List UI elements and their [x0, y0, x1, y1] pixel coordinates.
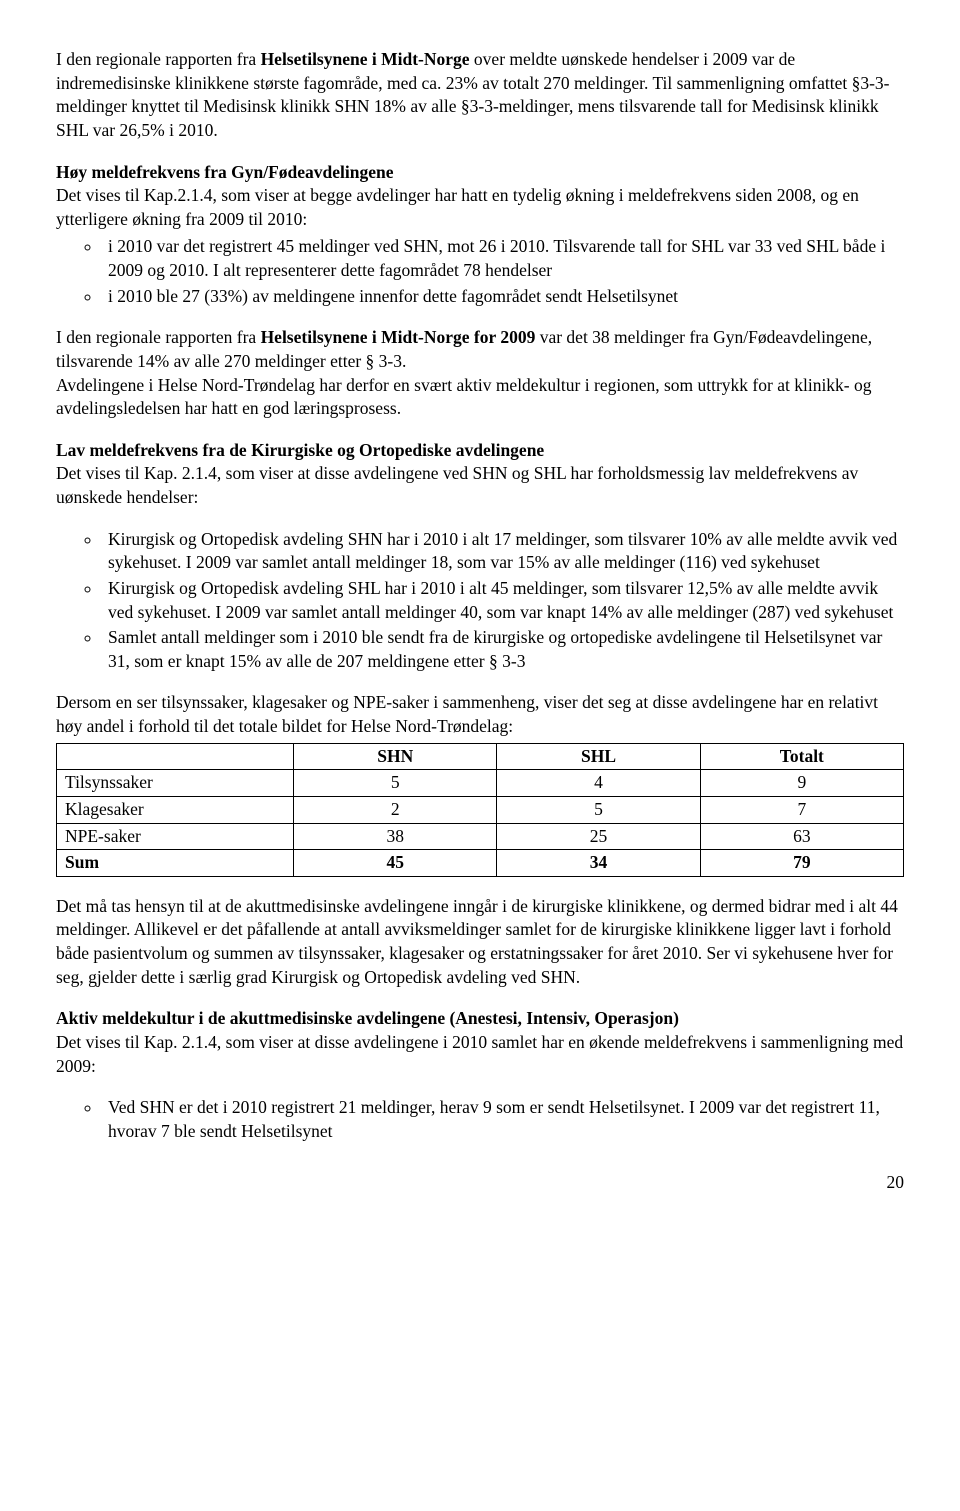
- table-cell: 45: [294, 850, 497, 877]
- intro-paragraph: I den regionale rapporten fra Helsetilsy…: [56, 48, 904, 143]
- discussion-paragraph: Det må tas hensyn til at de akuttmedisin…: [56, 895, 904, 990]
- table-cell: 5: [497, 796, 700, 823]
- table-cell: 2: [294, 796, 497, 823]
- list-item: Kirurgisk og Ortopedisk avdeling SHN har…: [102, 528, 904, 575]
- text-bold: Helsetilsynene i Midt-Norge: [261, 49, 470, 69]
- text-bold: Helsetilsynene i Midt-Norge for 2009: [261, 327, 536, 347]
- text: I den regionale rapporten fra: [56, 49, 261, 69]
- section-title-anestesi: Aktiv meldekultur i de akuttmedisinske a…: [56, 1007, 904, 1031]
- section-intro: Det vises til Kap. 2.1.4, som viser at d…: [56, 462, 904, 509]
- bullet-list-gyn: i 2010 var det registrert 45 meldinger v…: [56, 235, 904, 308]
- table-row: Klagesaker257: [57, 796, 904, 823]
- table-header: SHN: [294, 743, 497, 770]
- table-cell: 79: [700, 850, 903, 877]
- list-item: Samlet antall meldinger som i 2010 ble s…: [102, 626, 904, 673]
- bullet-list-anestesi: Ved SHN er det i 2010 registrert 21 meld…: [56, 1096, 904, 1143]
- section-intro: Det vises til Kap. 2.1.4, som viser at d…: [56, 1031, 904, 1078]
- list-item: i 2010 var det registrert 45 meldinger v…: [102, 235, 904, 282]
- list-item: Ved SHN er det i 2010 registrert 21 meld…: [102, 1096, 904, 1143]
- table-cell: 38: [294, 823, 497, 850]
- list-item: Kirurgisk og Ortopedisk avdeling SHL har…: [102, 577, 904, 624]
- table-cell: Sum: [57, 850, 294, 877]
- table-header: SHL: [497, 743, 700, 770]
- table-cell: 4: [497, 770, 700, 797]
- section-title-kirurg: Lav meldefrekvens fra de Kirurgiske og O…: [56, 439, 904, 463]
- text: I den regionale rapporten fra: [56, 327, 261, 347]
- table-header: [57, 743, 294, 770]
- table-cell: 5: [294, 770, 497, 797]
- list-item: i 2010 ble 27 (33%) av meldingene innenf…: [102, 285, 904, 309]
- table-cell: 9: [700, 770, 903, 797]
- page-number: 20: [56, 1171, 904, 1195]
- table-cell: Klagesaker: [57, 796, 294, 823]
- table-row: Tilsynssaker549: [57, 770, 904, 797]
- table-cell: 34: [497, 850, 700, 877]
- table-cell: 63: [700, 823, 903, 850]
- table-cell: NPE-saker: [57, 823, 294, 850]
- table-intro: Dersom en ser tilsynssaker, klagesaker o…: [56, 691, 904, 738]
- table-row: Sum453479: [57, 850, 904, 877]
- section-intro: Det vises til Kap.2.1.4, som viser at be…: [56, 184, 904, 231]
- section-title-gyn: Høy meldefrekvens fra Gyn/Fødeavdelingen…: [56, 161, 904, 185]
- table-cell: 25: [497, 823, 700, 850]
- regional-paragraph: I den regionale rapporten fra Helsetilsy…: [56, 326, 904, 421]
- table-header: Totalt: [700, 743, 903, 770]
- table-row: NPE-saker382563: [57, 823, 904, 850]
- table-cell: Tilsynssaker: [57, 770, 294, 797]
- cases-table: SHNSHLTotaltTilsynssaker549Klagesaker257…: [56, 743, 904, 877]
- bullet-list-kirurg: Kirurgisk og Ortopedisk avdeling SHN har…: [56, 528, 904, 674]
- table-cell: 7: [700, 796, 903, 823]
